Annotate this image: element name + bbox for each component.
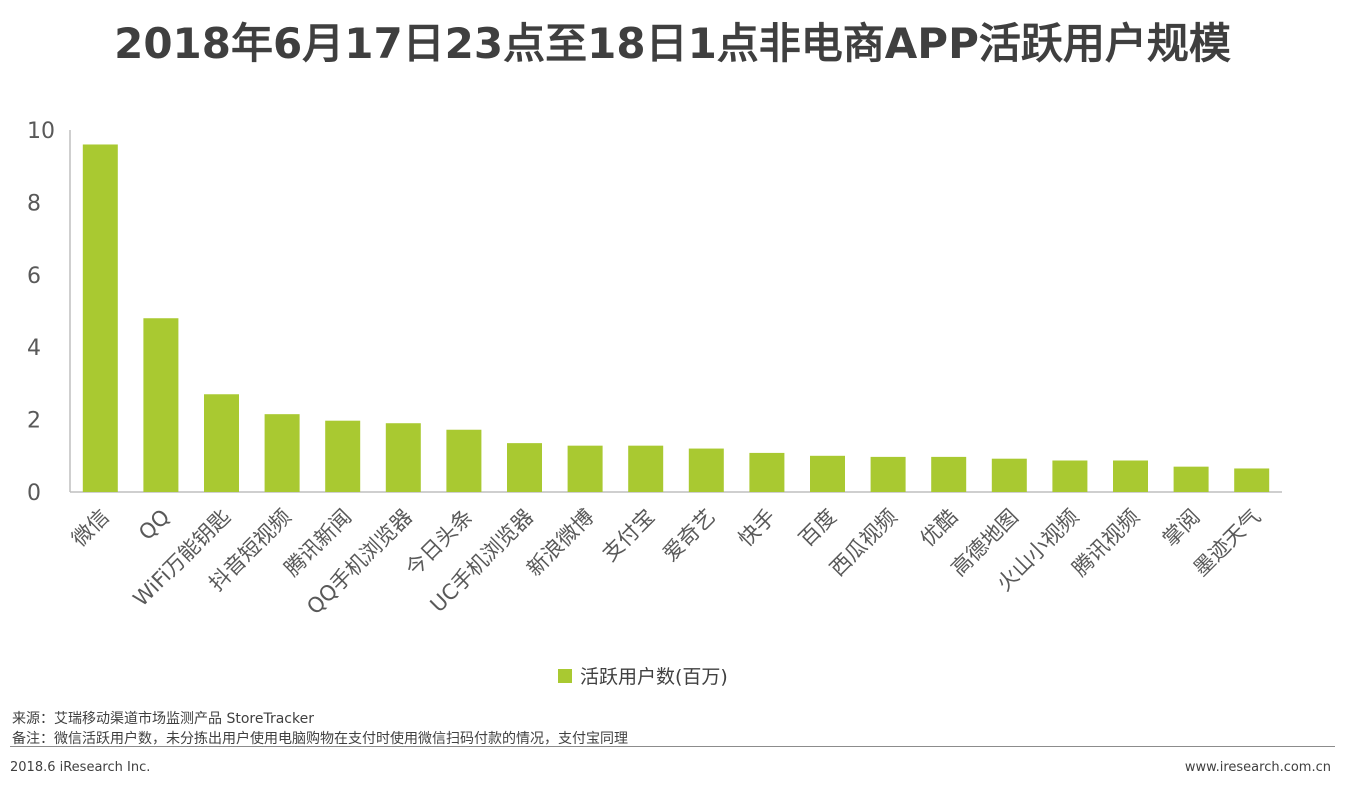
y-tick-label: 8 [27,191,41,216]
x-tick-label: QQ手机浏览器 [302,505,417,620]
y-tick-label: 6 [27,264,41,289]
legend: 活跃用户数(百万) [558,662,728,689]
chart-title: 2018年6月17日23点至18日1点非电商APP活跃用户规模 [114,19,1231,68]
y-tick-label: 2 [27,409,41,434]
legend-label: 活跃用户数(百万) [580,666,728,688]
bar [204,394,239,492]
x-tick-label: 优酷 [916,505,963,552]
footer-divider [10,746,1335,747]
bar [1052,460,1088,492]
x-tick-label: 西瓜视频 [825,505,901,581]
bar [688,448,724,492]
x-tick-label: 支付宝 [598,505,660,567]
bar [1173,466,1209,492]
bar [991,458,1027,492]
x-tick-label: 新浪微博 [522,505,598,581]
bar [1113,460,1148,492]
bar [810,455,845,492]
x-tick-label: 腾讯视频 [1068,505,1144,581]
x-tick-label: 百度 [794,505,841,552]
copyright: 2018.6 iResearch Inc. [10,760,151,775]
bar [931,456,967,492]
legend-swatch [558,668,572,683]
bar [385,423,421,492]
bar [1234,468,1270,492]
bar [870,456,906,492]
x-tick-label: 掌阅 [1158,505,1205,552]
x-tick-label: 快手 [734,505,781,552]
bar [325,420,361,492]
website: www.iresearch.com.cn [1184,760,1331,775]
x-tick-label: 墨迹天气 [1189,505,1265,581]
bar [567,445,603,492]
y-tick-label: 0 [27,481,41,506]
bar [446,429,482,492]
source-note: 来源：艾瑞移动渠道市场监测产品 StoreTracker [12,711,314,727]
bar [143,318,179,492]
y-tick-label: 10 [27,119,55,144]
bar [82,144,118,493]
x-tick-label: 爱奇艺 [658,505,720,567]
bar [749,452,785,492]
bar [264,414,300,492]
bar [628,445,664,492]
bar [507,443,542,492]
y-tick-label: 4 [27,336,41,361]
x-tick-label: QQ [134,505,174,545]
remark-note: 备注：微信活跃用户数，未分拣出用户使用电脑购物在支付时使用微信扫码付款的情况，支… [12,731,628,747]
x-tick-label: 微信 [67,505,114,552]
